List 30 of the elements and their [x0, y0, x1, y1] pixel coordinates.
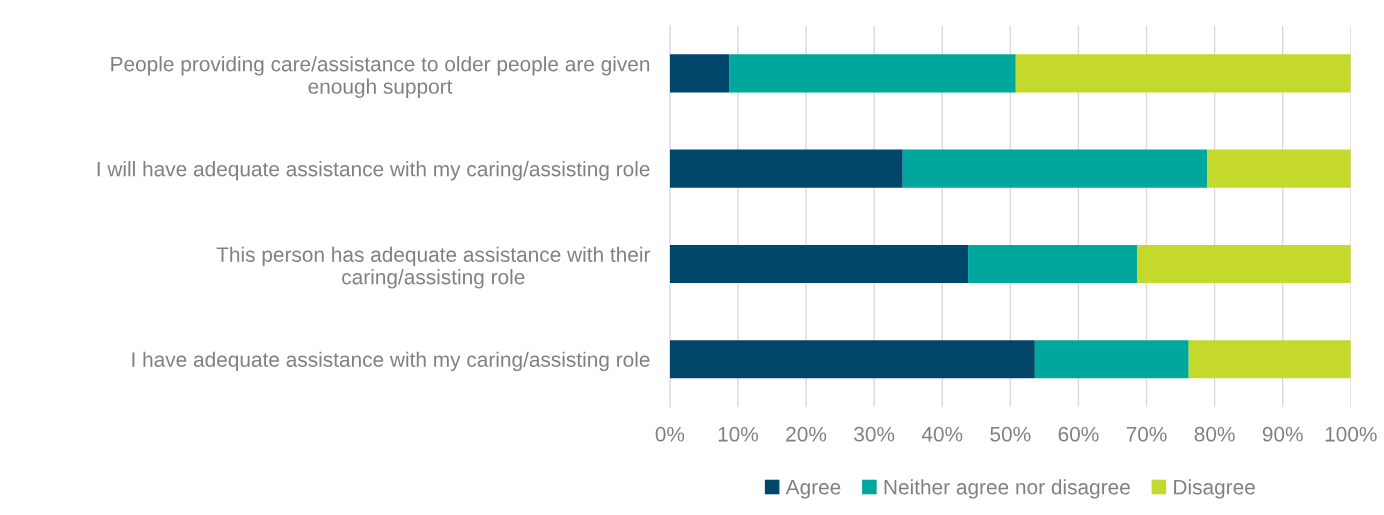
bar [729, 54, 1016, 93]
bar [669, 54, 730, 93]
bar [669, 340, 1035, 379]
x-tick-label: 100% [1325, 426, 1377, 442]
legend-label: Disagree [1174, 479, 1255, 499]
bar [902, 149, 1208, 188]
bar [669, 149, 903, 188]
x-tick-label: 40% [921, 426, 963, 442]
x-tick-label: 10% [718, 426, 759, 442]
x-tick-label: 80% [1194, 426, 1235, 442]
bar [968, 244, 1137, 283]
y-tick-label: I will have adequate assistance with my caring/assisting role [97, 161, 650, 181]
bar [1207, 149, 1351, 188]
bar [1188, 340, 1351, 379]
x-tick-label: 50% [990, 426, 1031, 442]
y-tick-label: This person has adequate assistance with their caring/assisting role [216, 246, 651, 289]
legend-label: Agree [785, 479, 841, 499]
x-tick-label: 0% [655, 426, 685, 442]
legend-label: Neither agree nor disagree [884, 479, 1130, 499]
bar [669, 244, 969, 283]
bar [1034, 340, 1189, 379]
x-tick-label: 70% [1126, 426, 1167, 442]
x-tick-label: 20% [786, 426, 827, 442]
y-tick-label: People providing care/assistance to older people are given enough support [111, 56, 650, 98]
bar [1136, 244, 1351, 283]
y-tick-label: I have adequate assistance with my caring/assisting role [132, 351, 650, 372]
x-tick-label: 60% [1058, 426, 1099, 442]
x-tick-label: 30% [854, 426, 895, 442]
x-tick-label: 90% [1262, 426, 1303, 442]
bar [1015, 54, 1351, 93]
